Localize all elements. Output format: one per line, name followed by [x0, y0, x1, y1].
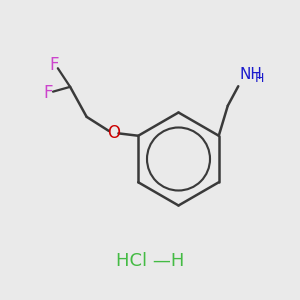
Text: F: F	[49, 56, 58, 74]
Text: NH: NH	[240, 67, 262, 82]
Text: F: F	[44, 84, 53, 102]
Text: HCl —H: HCl —H	[116, 252, 184, 270]
Text: H: H	[255, 72, 264, 85]
Text: O: O	[107, 124, 120, 142]
